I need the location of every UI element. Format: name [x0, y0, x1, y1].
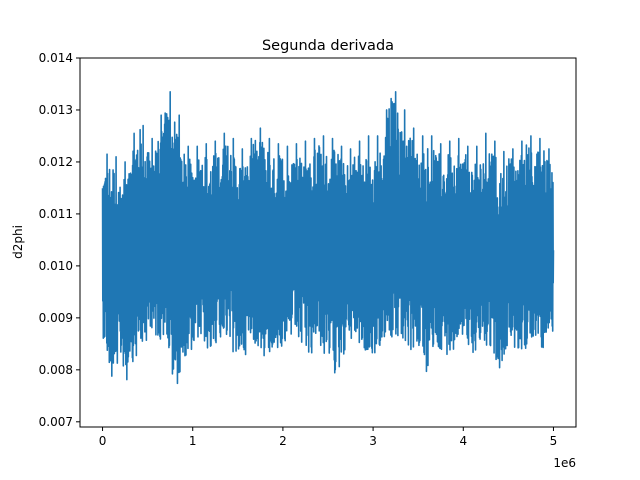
x-axis-offset-label: 1e6 — [553, 456, 576, 470]
y-tick-label: 0.007 — [39, 415, 73, 429]
y-tick-label: 0.008 — [39, 363, 73, 377]
series-line — [101, 90, 555, 385]
x-tick-label: 1 — [189, 434, 197, 448]
y-axis-label: d2phi — [11, 225, 25, 259]
series-layer — [101, 90, 555, 385]
y-axis: 0.007 0.008 0.009 0.010 0.011 0.012 0.013 0.014 — [39, 51, 80, 429]
x-tick-label: 2 — [279, 434, 287, 448]
y-tick-label: 0.012 — [39, 155, 73, 169]
y-tick-label: 0.013 — [39, 103, 73, 117]
x-tick-label: 0 — [99, 434, 107, 448]
y-tick-label: 0.009 — [39, 311, 73, 325]
x-tick-label: 5 — [550, 434, 558, 448]
x-tick-label: 4 — [459, 434, 467, 448]
y-tick-label: 0.010 — [39, 259, 73, 273]
y-tick-label: 0.014 — [39, 51, 73, 65]
x-axis: 0 1 2 3 4 5 — [99, 427, 558, 448]
x-tick-label: 3 — [369, 434, 377, 448]
plot-frame — [79, 57, 577, 428]
y-tick-label: 0.011 — [39, 207, 73, 221]
chart-title: Segunda derivada — [262, 38, 394, 54]
